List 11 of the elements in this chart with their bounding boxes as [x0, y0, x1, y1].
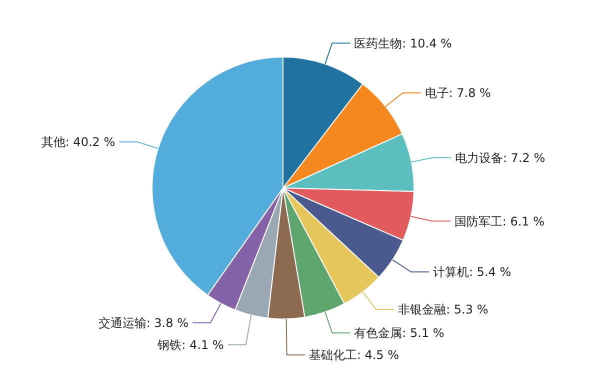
slice-label: 计算机: 5.4 % — [432, 265, 512, 280]
slice-label: 交通运输: 3.8 % — [98, 316, 188, 330]
slice-label: 基础化工: 4.5 % — [308, 348, 400, 362]
slice-label: 其他: 40.2 % — [41, 135, 116, 150]
slice-label: 电力设备: 7.2 % — [454, 150, 546, 165]
slice-label: 电子: 7.8 % — [424, 86, 491, 100]
slice-label: 医药生物: 10.4 % — [354, 36, 452, 50]
slice-label: 非银金融: 5.3 % — [398, 302, 488, 317]
slice-label: 有色金属: 5.1 % — [354, 326, 444, 340]
slice-label: 钢铁: 4.1 % — [156, 338, 224, 352]
slice-label: 国防军工: 6.1 % — [454, 214, 545, 228]
